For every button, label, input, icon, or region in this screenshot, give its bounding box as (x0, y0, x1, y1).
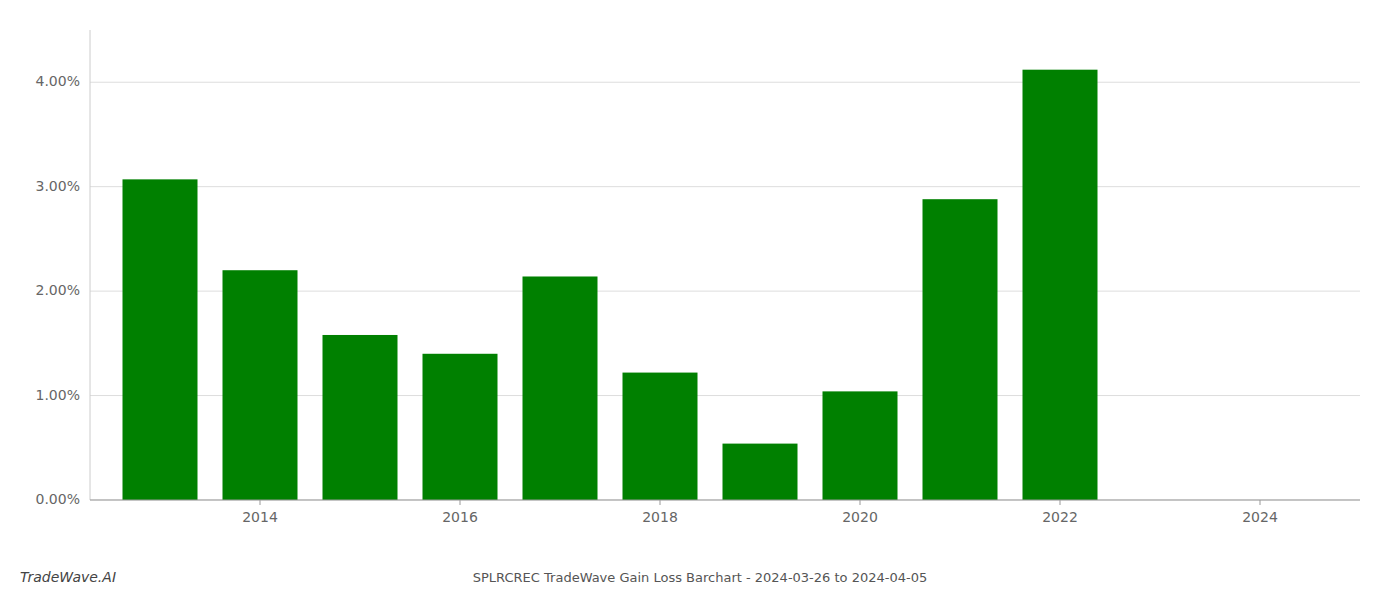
x-ticks: 2014 2016 2018 2020 2022 2024 (242, 500, 1278, 525)
bar (523, 276, 598, 500)
x-tick-label: 2018 (642, 509, 678, 525)
bars (123, 70, 1098, 500)
bar (123, 179, 198, 500)
y-tick-label: 4.00% (36, 73, 80, 89)
watermark: TradeWave.AI (20, 569, 116, 585)
x-axis-line (90, 500, 1360, 501)
grid-line (90, 186, 1360, 187)
bar (223, 270, 298, 500)
x-tick (460, 500, 461, 505)
x-tick-label: 2016 (442, 509, 478, 525)
bar (1023, 70, 1098, 500)
bar (723, 444, 798, 500)
bar (623, 373, 698, 500)
x-tick (1060, 500, 1061, 505)
x-tick-label: 2014 (242, 509, 278, 525)
x-tick-label: 2020 (842, 509, 878, 525)
grid-line (90, 82, 1360, 83)
bar (323, 335, 398, 500)
x-tick (860, 500, 861, 505)
x-tick-label: 2022 (1042, 509, 1078, 525)
y-axis-line (90, 30, 91, 500)
bar (823, 391, 898, 500)
x-tick (660, 500, 661, 505)
y-tick-label: 3.00% (36, 178, 80, 194)
grid-line (90, 500, 1360, 501)
x-tick (1260, 500, 1261, 505)
y-grid (90, 82, 1360, 500)
y-tick-label: 0.00% (36, 491, 80, 507)
x-tick-label: 2024 (1242, 509, 1278, 525)
y-tick-label: 1.00% (36, 387, 80, 403)
bar (423, 354, 498, 500)
bar (923, 199, 998, 500)
y-tick-label: 2.00% (36, 282, 80, 298)
chart: 0.00% 1.00% 2.00% 3.00% 4.00% 2014 2016 2018 202… (0, 0, 1400, 600)
y-tick-labels: 0.00% 1.00% 2.00% 3.00% 4.00% (36, 73, 80, 507)
x-tick (260, 500, 261, 505)
title: SPLRCREC TradeWave Gain Loss Barchart - … (473, 570, 927, 585)
